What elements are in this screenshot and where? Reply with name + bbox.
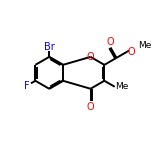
Text: F: F [24, 81, 30, 91]
Text: Me: Me [115, 82, 129, 91]
Text: O: O [87, 52, 94, 62]
Text: O: O [107, 37, 114, 47]
Text: O: O [128, 47, 135, 57]
Text: Br: Br [44, 41, 55, 52]
Text: Me: Me [138, 41, 152, 50]
Text: O: O [87, 102, 94, 112]
